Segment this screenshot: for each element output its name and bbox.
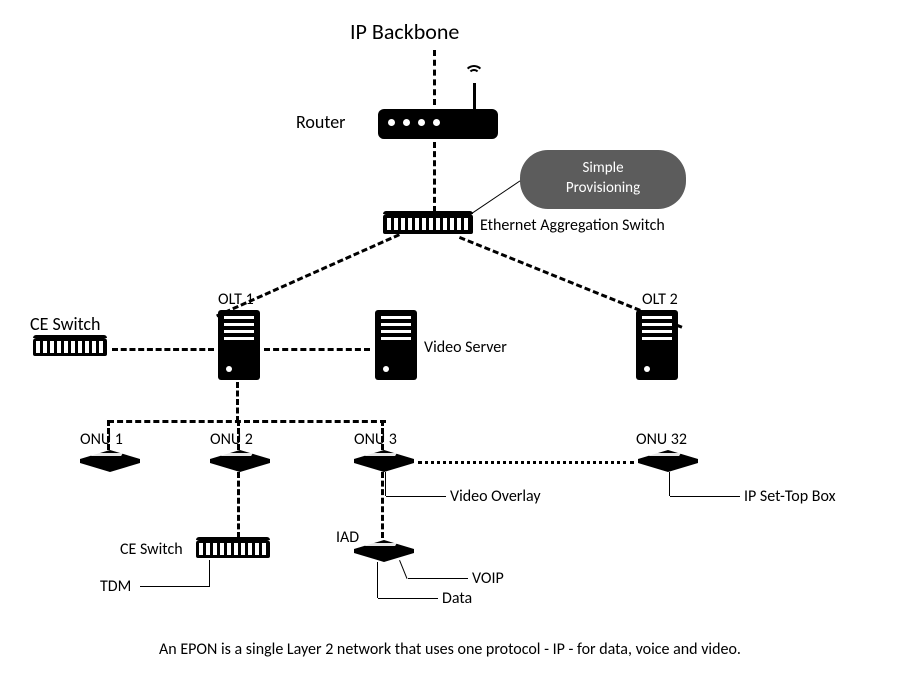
title-ip-backbone: IP Backbone [350, 18, 459, 45]
leader-onu32-down [669, 472, 670, 496]
label-router: Router [296, 111, 345, 133]
onu32-icon [638, 450, 698, 470]
edge-agg-callout [470, 180, 520, 214]
edge-onu2-ce [237, 472, 240, 538]
leader-data-down [377, 562, 378, 598]
edge-olt1-video [264, 348, 370, 351]
label-onu3: ONU 3 [354, 430, 397, 449]
agg-switch-icon [383, 214, 473, 234]
label-agg-switch: Ethernet Aggregation Switch [480, 216, 665, 235]
label-olt2: OLT 2 [642, 290, 678, 309]
edge-onu3-onu32-dotted [418, 461, 634, 464]
callout-text: SimpleProvisioning [566, 159, 640, 197]
leader-tdm-down [209, 560, 210, 586]
leader-data-h [378, 598, 438, 599]
label-onu2: ONU 2 [210, 430, 253, 449]
caption: An EPON is a single Layer 2 network that… [0, 640, 900, 659]
ce-switch-bot-icon [196, 540, 270, 558]
edge-olt1-ce [112, 348, 214, 351]
label-voip: VOIP [472, 569, 504, 588]
label-video-server: Video Server [424, 338, 507, 357]
label-ip-stb: IP Set-Top Box [744, 487, 836, 506]
leader-voip-diag [399, 560, 407, 579]
diagram-canvas: IP Backbone Router Ethernet Aggregation … [0, 0, 900, 700]
onu3-icon [354, 450, 414, 470]
edge-backbone-router [433, 50, 436, 105]
label-onu1: ONU 1 [80, 430, 123, 449]
leader-onu3-h [386, 496, 446, 497]
leader-tdm-h [140, 586, 210, 587]
callout-simple-provisioning: SimpleProvisioning [520, 150, 686, 209]
label-onu32: ONU 32 [636, 430, 687, 449]
onu1-icon [80, 450, 140, 470]
edge-dist-bar [108, 420, 386, 423]
edge-onu3-iad [381, 472, 384, 538]
label-tdm: TDM [100, 577, 131, 596]
olt1-icon [218, 310, 260, 380]
label-video-overlay: Video Overlay [450, 487, 541, 506]
ce-switch-top-icon [33, 338, 107, 356]
edge-router-agg [433, 142, 436, 212]
olt2-icon [636, 310, 678, 380]
video-server-icon [375, 310, 417, 380]
edge-olt1-down [236, 382, 239, 422]
label-data: Data [442, 589, 472, 608]
leader-onu32-h [670, 496, 740, 497]
label-ce-switch-bot: CE Switch [120, 540, 183, 559]
label-ce-switch-top: CE Switch [30, 313, 100, 335]
leader-onu3-down [385, 472, 386, 496]
label-olt1: OLT 1 [218, 290, 254, 309]
leader-voip-h [408, 578, 468, 579]
onu2-icon [210, 450, 270, 470]
iad-icon [354, 540, 414, 560]
router-icon [378, 109, 498, 139]
